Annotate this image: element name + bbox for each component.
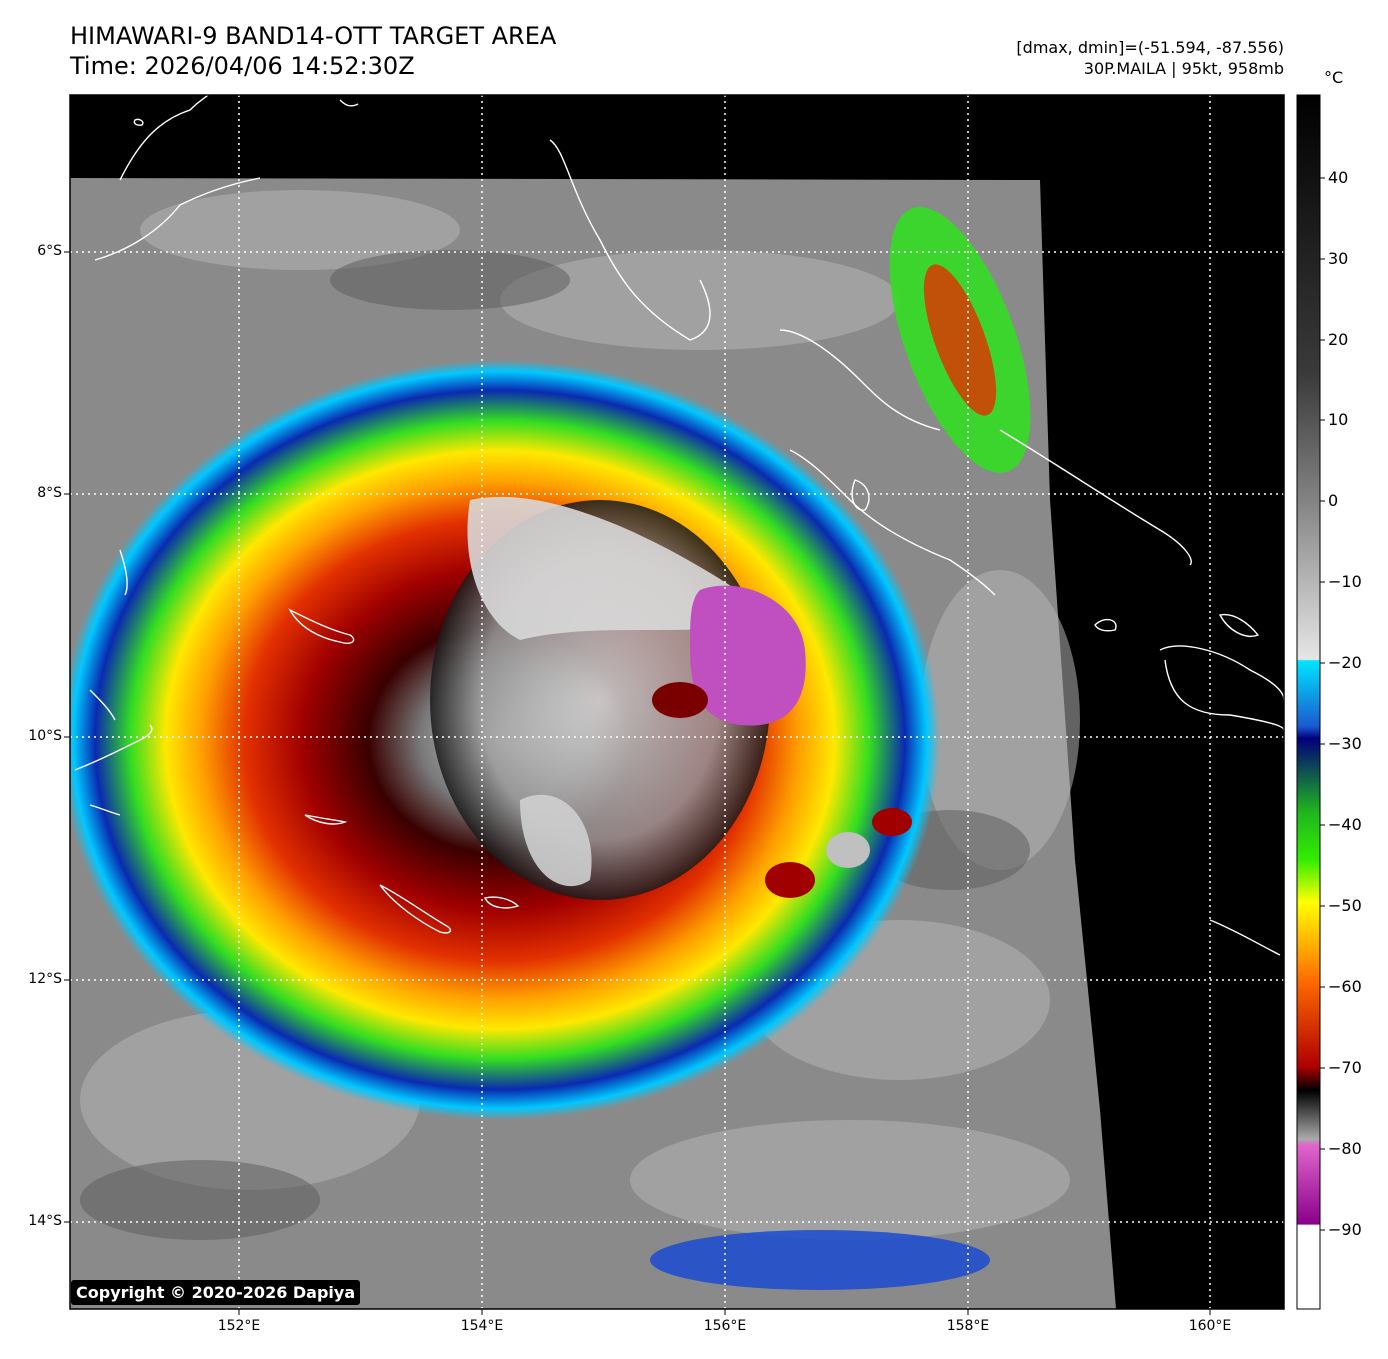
colorbar-tick-label: −30 bbox=[1328, 734, 1362, 753]
colorbar-tick-label: 40 bbox=[1328, 168, 1349, 187]
colorbar-tick-label: 10 bbox=[1328, 410, 1349, 429]
colorbar-tick-label: −40 bbox=[1328, 815, 1362, 834]
lon-label: 160°E bbox=[1188, 1318, 1232, 1334]
lat-label: 10°S bbox=[28, 728, 62, 744]
colorbar-tick-label: −90 bbox=[1328, 1220, 1362, 1239]
colorbar-tick-label: −80 bbox=[1328, 1139, 1362, 1158]
colorbar-tick-label: 30 bbox=[1328, 249, 1349, 268]
colorbar-tick-label: −70 bbox=[1328, 1058, 1362, 1077]
lat-label: 8°S bbox=[37, 485, 62, 501]
range-label: [dmax, dmin]=(-51.594, -87.556) bbox=[1016, 38, 1284, 57]
colorbar-tick-label: 0 bbox=[1328, 491, 1339, 510]
lon-label: 158°E bbox=[946, 1318, 990, 1334]
chart-title: HIMAWARI-9 BAND14-OTT TARGET AREA bbox=[70, 22, 557, 50]
colorbar-tick-label: −50 bbox=[1328, 896, 1362, 915]
colorbar-tick-label: −60 bbox=[1328, 977, 1362, 996]
colorbar-unit: °C bbox=[1324, 68, 1344, 87]
colorbar-tick-label: −10 bbox=[1328, 572, 1362, 591]
colorbar bbox=[1296, 94, 1321, 1310]
coastlines bbox=[74, 95, 1284, 956]
storm-label: 30P.MAILA | 95kt, 958mb bbox=[1083, 59, 1284, 78]
lat-label: 6°S bbox=[37, 243, 62, 259]
lat-label: 12°S bbox=[28, 971, 62, 987]
cold-cloud-top bbox=[690, 585, 806, 726]
chart-time: Time: 2026/04/06 14:52:30Z bbox=[70, 52, 415, 80]
lon-label: 152°E bbox=[217, 1318, 261, 1334]
colorbar-tick-label: −20 bbox=[1328, 653, 1362, 672]
lon-label: 154°E bbox=[460, 1318, 504, 1334]
colorbar-tick-label: 20 bbox=[1328, 330, 1349, 349]
lon-label: 156°E bbox=[703, 1318, 747, 1334]
lat-label: 14°S bbox=[28, 1213, 62, 1229]
map-frame bbox=[69, 94, 1285, 1310]
graticule bbox=[70, 95, 1284, 1309]
copyright-badge: Copyright © 2020-2026 Dapiya bbox=[71, 1280, 361, 1305]
